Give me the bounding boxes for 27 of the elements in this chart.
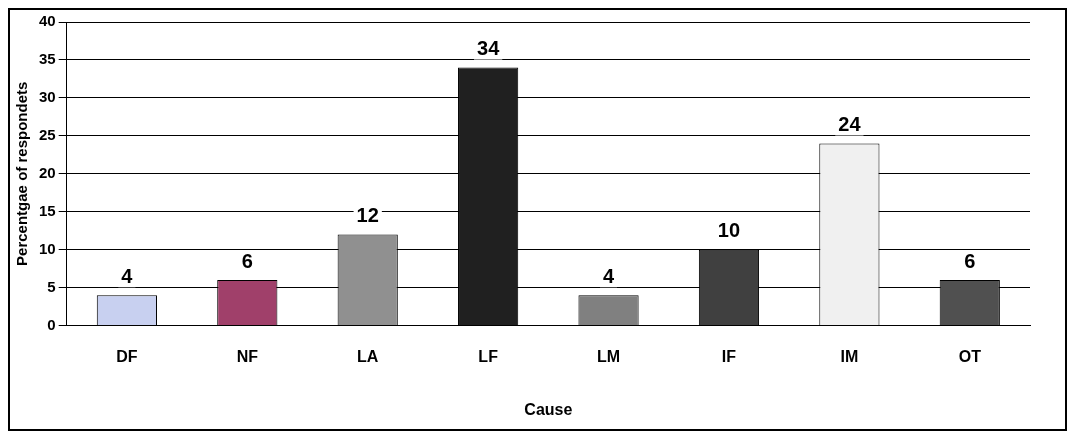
data-label: 4 [602, 264, 615, 287]
y-tick-label: 20 [39, 163, 56, 181]
x-tick-label: IM [840, 347, 859, 365]
y-tick-label: 30 [39, 88, 56, 106]
x-tick-label: LA [357, 347, 379, 365]
y-tick-label: 0 [47, 315, 56, 333]
x-tick-label: IF [721, 347, 737, 365]
x-tick-label: NF [236, 347, 259, 365]
x-tick-label: LF [478, 347, 499, 365]
x-axis-title: Cause [524, 400, 573, 418]
x-tick-label: LM [596, 347, 621, 365]
data-label: 6 [964, 249, 976, 272]
data-label: 34 [477, 37, 501, 60]
y-tick-label: 25 [39, 125, 56, 143]
data-label: 10 [717, 219, 741, 242]
y-tick-label: 15 [39, 201, 56, 219]
data-label: 6 [241, 249, 253, 272]
x-tick-label: OT [958, 347, 982, 365]
data-label: 12 [356, 204, 379, 227]
x-tick-label: DF [116, 347, 138, 365]
data-label: 24 [838, 112, 862, 135]
y-tick-label: 10 [39, 239, 56, 257]
y-tick-label: 40 [39, 12, 56, 30]
data-label: 4 [121, 264, 134, 287]
y-tick-label: 35 [39, 50, 56, 68]
y-tick-label: 5 [47, 277, 56, 295]
y-axis-title: Percentgae of respondets [13, 81, 31, 266]
